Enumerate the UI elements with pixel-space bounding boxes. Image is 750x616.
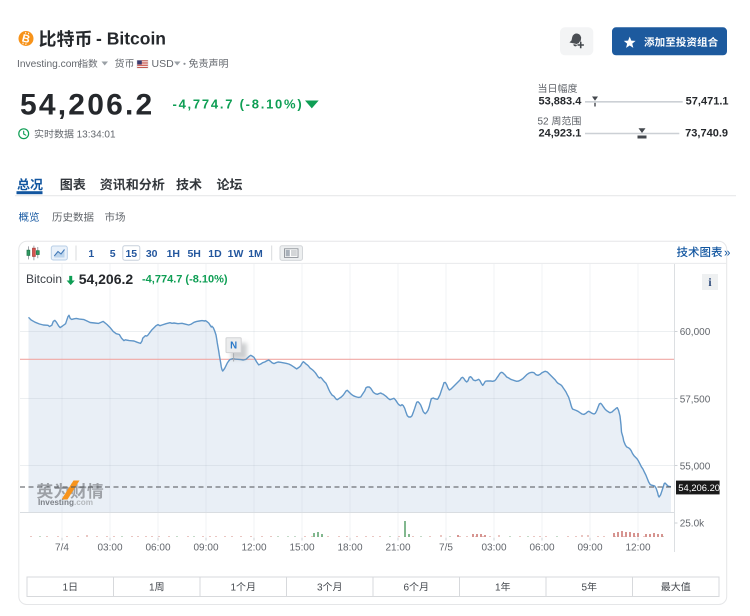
svg-text:54,206.2: 54,206.2 — [20, 89, 154, 122]
svg-text:15:00: 15:00 — [289, 543, 314, 554]
svg-text:53,883.4: 53,883.4 — [539, 95, 583, 107]
svg-text:· 13:34:01: · 13:34:01 — [71, 130, 116, 141]
svg-text:5: 5 — [110, 248, 116, 260]
svg-text:Investing.com: Investing.com — [17, 59, 80, 70]
svg-text:09:00: 09:00 — [577, 543, 602, 554]
svg-text:5: 5 — [581, 582, 587, 593]
svg-text:USD: USD — [152, 58, 175, 70]
svg-text:Bitcoin: Bitcoin — [26, 272, 62, 286]
svg-text:1: 1 — [230, 582, 236, 593]
svg-text:25.0k: 25.0k — [680, 519, 705, 530]
svg-text:7/4: 7/4 — [55, 543, 69, 554]
svg-text:21:00: 21:00 — [385, 543, 410, 554]
svg-text:3: 3 — [317, 582, 323, 593]
svg-text:1W: 1W — [228, 248, 244, 260]
svg-text:1: 1 — [62, 582, 68, 593]
svg-text:30: 30 — [146, 248, 158, 260]
svg-text:6: 6 — [403, 582, 409, 593]
svg-text:73,740.9: 73,740.9 — [685, 127, 728, 139]
svg-text:09:00: 09:00 — [193, 543, 218, 554]
svg-text:12:00: 12:00 — [625, 543, 650, 554]
svg-text:1: 1 — [495, 582, 501, 593]
svg-text:-4,774.7 (-8.10%): -4,774.7 (-8.10%) — [173, 97, 304, 112]
svg-text:60,000: 60,000 — [680, 327, 711, 338]
svg-text:18:00: 18:00 — [337, 543, 362, 554]
svg-text:15: 15 — [125, 248, 137, 260]
svg-text:1: 1 — [88, 248, 94, 260]
svg-text:1M: 1M — [248, 248, 263, 260]
svg-text:»: » — [724, 248, 730, 260]
svg-text:06:00: 06:00 — [145, 543, 170, 554]
svg-text:5H: 5H — [187, 248, 200, 260]
svg-text:1H: 1H — [167, 248, 180, 260]
svg-text:57,500: 57,500 — [680, 394, 711, 405]
svg-text:1: 1 — [149, 582, 155, 593]
svg-text:52: 52 — [538, 117, 550, 128]
svg-text:03:00: 03:00 — [97, 543, 122, 554]
svg-text:24,923.1: 24,923.1 — [539, 127, 582, 139]
svg-text:12:00: 12:00 — [241, 543, 266, 554]
svg-text:55,000: 55,000 — [680, 461, 711, 472]
svg-text:57,471.1: 57,471.1 — [686, 95, 729, 107]
svg-text:54,206.2: 54,206.2 — [79, 271, 134, 287]
svg-text:N: N — [230, 341, 237, 352]
svg-text:- Bitcoin: - Bitcoin — [96, 28, 166, 48]
svg-text:7/5: 7/5 — [439, 543, 453, 554]
svg-text:03:00: 03:00 — [481, 543, 506, 554]
svg-text:06:00: 06:00 — [529, 543, 554, 554]
svg-text:-4,774.7 (-8.10%): -4,774.7 (-8.10%) — [142, 274, 228, 286]
svg-text:54,206.20: 54,206.20 — [678, 482, 720, 493]
svg-text:Investing.com: Investing.com — [38, 498, 93, 507]
svg-text:1D: 1D — [208, 248, 222, 260]
